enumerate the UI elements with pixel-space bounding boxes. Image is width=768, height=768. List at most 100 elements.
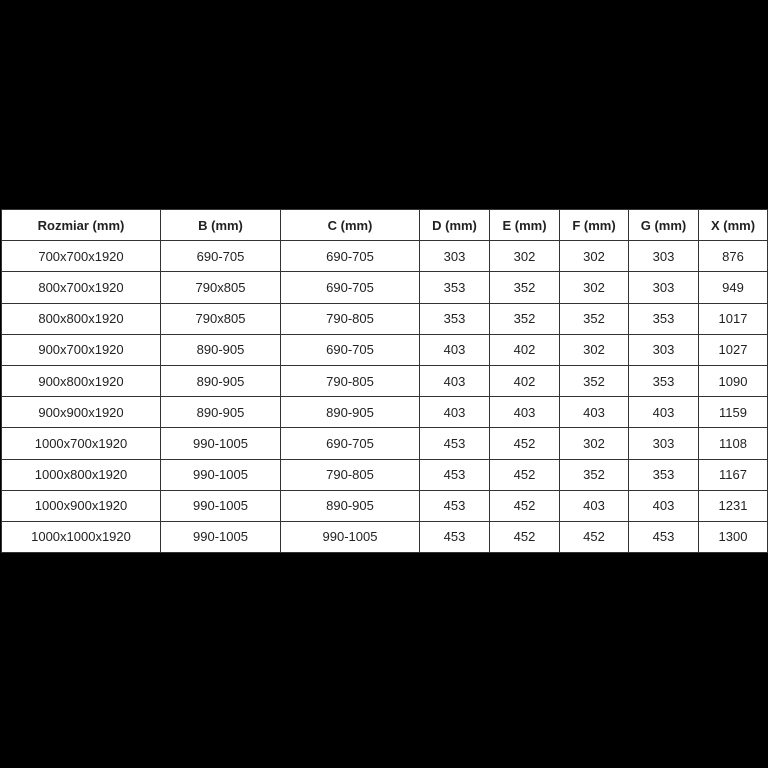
table-cell: 1090: [698, 364, 768, 398]
table-cell: 403: [419, 364, 490, 398]
table-cell: 949: [698, 271, 768, 304]
table-cell: 353: [419, 302, 490, 335]
table-cell: 303: [628, 333, 699, 366]
table-row: 900x900x1920 890-905 890-905 403 403 403 403 11…: [1, 396, 768, 429]
table-cell: 453: [419, 427, 490, 460]
table-cell: 353: [628, 458, 699, 491]
column-header: E (mm): [489, 208, 560, 242]
column-header: C (mm): [280, 208, 420, 242]
table-cell: 353: [419, 271, 490, 304]
table-cell: 302: [559, 427, 629, 460]
table-cell: 452: [489, 427, 560, 460]
column-header: G (mm): [628, 208, 699, 242]
table-cell: 790x805: [160, 302, 281, 335]
table-cell: 302: [559, 240, 629, 273]
table-cell: 403: [419, 333, 490, 366]
table-cell: 402: [489, 364, 560, 398]
table-cell: 403: [628, 489, 699, 522]
table-cell: 900x700x1920: [1, 333, 161, 366]
table-row: 800x700x1920 790x805 690-705 353 352 302 303 94…: [1, 271, 768, 304]
column-header: F (mm): [559, 208, 629, 242]
table-cell: 990-1005: [280, 520, 420, 554]
table-cell: 890-905: [160, 333, 281, 366]
table-cell: 403: [628, 396, 699, 429]
table-cell: 353: [628, 302, 699, 335]
table-cell: 1000x700x1920: [1, 427, 161, 460]
table-cell: 1231: [698, 489, 768, 522]
table-cell: 403: [559, 396, 629, 429]
table-cell: 890-905: [160, 364, 281, 398]
table-cell: 690-705: [160, 240, 281, 273]
table-cell: 700x700x1920: [1, 240, 161, 273]
table-cell: 1027: [698, 333, 768, 366]
table-cell: 452: [489, 489, 560, 522]
table-cell: 303: [419, 240, 490, 273]
table-cell: 352: [559, 302, 629, 335]
table-cell: 690-705: [280, 427, 420, 460]
table-cell: 900x800x1920: [1, 364, 161, 398]
table-row: 1000x1000x1920 990-1005 990-1005 453 452 452 4…: [1, 520, 768, 554]
dimensions-table: Rozmiar (mm) B (mm) C (mm) D (mm) E (mm) F (m…: [1, 208, 768, 554]
table-cell: 1159: [698, 396, 768, 429]
table-cell: 352: [489, 271, 560, 304]
table-cell: 303: [628, 271, 699, 304]
table-cell: 990-1005: [160, 458, 281, 491]
table-row: 1000x900x1920 990-1005 890-905 453 452 403 403…: [1, 489, 768, 522]
table-cell: 900x900x1920: [1, 396, 161, 429]
table-cell: 790-805: [280, 364, 420, 398]
table-cell: 800x800x1920: [1, 302, 161, 335]
table-cell: 403: [419, 396, 490, 429]
dimensions-table-container: Rozmiar (mm) B (mm) C (mm) D (mm) E (mm) F (m…: [1, 208, 768, 554]
table-cell: 990-1005: [160, 489, 281, 522]
table-cell: 302: [559, 271, 629, 304]
table-cell: 403: [489, 396, 560, 429]
table-cell: 452: [489, 458, 560, 491]
table-cell: 990-1005: [160, 427, 281, 460]
table-cell: 690-705: [280, 333, 420, 366]
table-cell: 352: [489, 302, 560, 335]
table-cell: 303: [628, 427, 699, 460]
table-cell: 453: [419, 458, 490, 491]
column-header: X (mm): [698, 208, 768, 242]
column-header: D (mm): [419, 208, 490, 242]
table-cell: 453: [628, 520, 699, 554]
table-cell: 1017: [698, 302, 768, 335]
table-cell: 452: [489, 520, 560, 554]
table-row: 900x800x1920 890-905 790-805 403 402 352 353 10…: [1, 364, 768, 398]
table-cell: 1108: [698, 427, 768, 460]
table-cell: 452: [559, 520, 629, 554]
column-header: B (mm): [160, 208, 281, 242]
table-cell: 1000x800x1920: [1, 458, 161, 491]
table-cell: 890-905: [160, 396, 281, 429]
table-row: 1000x800x1920 990-1005 790-805 453 452 352 353…: [1, 458, 768, 491]
table-cell: 690-705: [280, 271, 420, 304]
column-header: Rozmiar (mm): [1, 208, 161, 242]
table-cell: 1300: [698, 520, 768, 554]
table-cell: 302: [559, 333, 629, 366]
table-cell: 876: [698, 240, 768, 273]
table-row: 900x700x1920 890-905 690-705 403 402 302 303 10…: [1, 333, 768, 366]
table-cell: 1000x900x1920: [1, 489, 161, 522]
table-cell: 800x700x1920: [1, 271, 161, 304]
table-cell: 352: [559, 458, 629, 491]
table-cell: 890-905: [280, 489, 420, 522]
table-row: 1000x700x1920 990-1005 690-705 453 452 302 303…: [1, 427, 768, 460]
table-cell: 353: [628, 364, 699, 398]
table-cell: 1000x1000x1920: [1, 520, 161, 554]
table-cell: 403: [559, 489, 629, 522]
table-cell: 890-905: [280, 396, 420, 429]
table-cell: 303: [628, 240, 699, 273]
table-cell: 402: [489, 333, 560, 366]
table-row: 700x700x1920 690-705 690-705 303 302 302 303 87…: [1, 240, 768, 273]
header-row: Rozmiar (mm) B (mm) C (mm) D (mm) E (mm) F (m…: [1, 208, 768, 242]
table-cell: 352: [559, 364, 629, 398]
table-cell: 690-705: [280, 240, 420, 273]
table-cell: 790-805: [280, 302, 420, 335]
table-row: 800x800x1920 790x805 790-805 353 352 352 353 10…: [1, 302, 768, 335]
table-cell: 453: [419, 489, 490, 522]
table-cell: 453: [419, 520, 490, 554]
table-cell: 990-1005: [160, 520, 281, 554]
table-cell: 790-805: [280, 458, 420, 491]
table-cell: 1167: [698, 458, 768, 491]
table-cell: 790x805: [160, 271, 281, 304]
